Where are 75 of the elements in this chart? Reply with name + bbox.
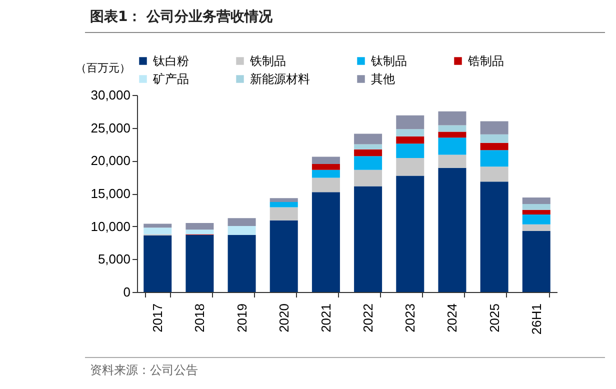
bar — [354, 144, 382, 150]
bar — [270, 202, 298, 208]
x-tick-label: 2017 — [150, 304, 166, 332]
bar — [144, 236, 172, 292]
y-tick-label: 30,000 — [90, 88, 130, 102]
x-tick-label: 2018 — [192, 304, 208, 332]
bar — [438, 154, 466, 168]
bar — [522, 214, 550, 224]
x-tick-label: 2022 — [360, 304, 376, 332]
bar — [396, 136, 424, 144]
bar — [438, 111, 466, 126]
legend-label: 矿产品 — [152, 72, 189, 86]
bar — [396, 144, 424, 158]
x-tick-label: 2023 — [402, 304, 418, 332]
text: 资料来源：公司公告 — [90, 362, 198, 379]
y-tick-label: 10,000 — [90, 218, 130, 234]
bar — [270, 198, 298, 202]
bar — [396, 158, 424, 176]
legend-label: 铁制品 — [249, 54, 286, 68]
bar — [312, 156, 340, 164]
y-tick-label: 25,000 — [90, 120, 130, 136]
bar — [438, 168, 466, 292]
bar — [354, 150, 382, 156]
bar — [270, 207, 298, 220]
bar — [354, 170, 382, 186]
bar — [270, 220, 298, 292]
bar — [354, 186, 382, 292]
bar — [438, 138, 466, 155]
bar — [312, 192, 340, 292]
bar — [186, 234, 214, 292]
legend-label: 其他 — [371, 72, 395, 86]
bar — [354, 134, 382, 144]
legend-label: 新能源材料 — [250, 72, 310, 86]
bar — [312, 170, 340, 178]
x-tick-label: 2020 — [276, 304, 292, 332]
bar — [522, 210, 550, 215]
bar — [186, 230, 214, 234]
chart-title: 图表1： 公司分业务营收情况 — [90, 8, 273, 26]
bar — [480, 134, 508, 143]
bar — [396, 176, 424, 292]
legend-label: 钛白粉 — [152, 54, 189, 68]
bar — [228, 234, 256, 292]
bar — [480, 182, 508, 292]
bar — [438, 125, 466, 132]
y-tick-label: 0 — [123, 284, 130, 300]
x-tick-label: 2025 — [486, 304, 502, 332]
bar — [396, 115, 424, 130]
bar — [312, 178, 340, 192]
bar — [144, 224, 172, 228]
bar — [396, 129, 424, 136]
bar — [480, 142, 508, 150]
bar — [144, 228, 172, 234]
bar — [228, 226, 256, 235]
bar — [354, 156, 382, 170]
bar — [438, 132, 466, 138]
bar — [480, 166, 508, 182]
legend-label: 锆制品 — [467, 54, 504, 68]
bar — [186, 223, 214, 230]
bar — [522, 224, 550, 231]
y-axis-title: （百万元） — [76, 62, 130, 74]
bar — [228, 218, 256, 226]
x-tick-label: 26H1 — [528, 304, 544, 335]
bar — [522, 230, 550, 292]
x-tick-label: 2024 — [444, 304, 460, 332]
bar — [312, 164, 340, 170]
y-tick-label: 20,000 — [90, 153, 130, 168]
bar — [480, 150, 508, 167]
legend-label: 钛制品 — [370, 54, 407, 68]
x-tick-label: 2021 — [318, 304, 334, 332]
bar — [522, 204, 550, 210]
y-tick-label: 5,000 — [98, 252, 130, 267]
y-tick-label: 15,000 — [90, 186, 130, 201]
bar — [522, 197, 550, 204]
bar — [480, 121, 508, 134]
x-tick-label: 2019 — [234, 304, 250, 332]
